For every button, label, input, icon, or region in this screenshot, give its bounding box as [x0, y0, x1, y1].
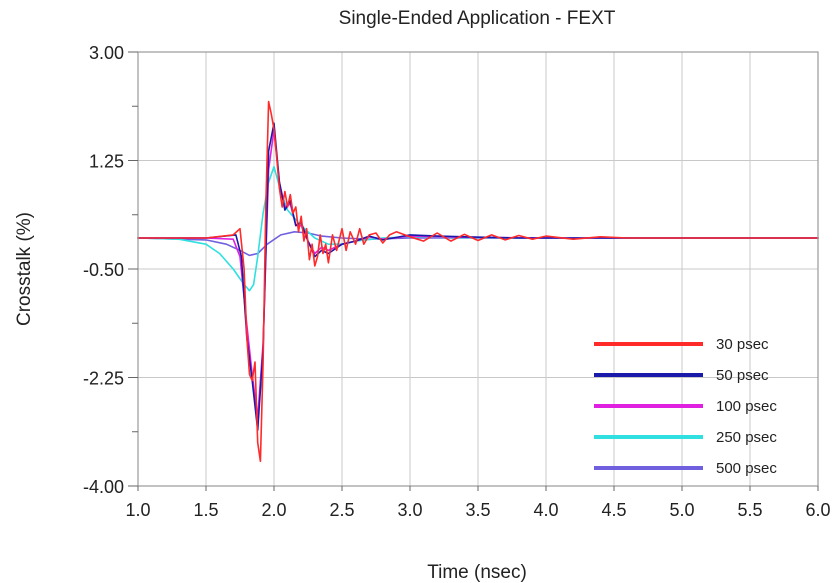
series-group [137, 100, 819, 462]
legend-label: 500 psec [716, 460, 777, 477]
y-tick-label: 3.00 [89, 43, 124, 63]
legend-label: 250 psec [716, 429, 777, 446]
x-tick-label: 4.0 [533, 500, 558, 520]
x-tick-label: 3.5 [465, 500, 490, 520]
x-tick-label: 5.0 [669, 500, 694, 520]
y-tick-label: -2.25 [83, 369, 124, 389]
y-tick-label: -0.50 [83, 260, 124, 280]
x-axis: 1.0 1.5 2.0 2.5 3.0 3.5 4.0 4.5 5.0 5.5 6.0 [125, 486, 831, 520]
legend: 30 psec 50 psec 100 psec 250 psec 500 psec [594, 336, 777, 477]
chart-title: Single-Ended Application - FEXT [339, 8, 616, 29]
y-axis: 3.00 1.25 -0.50 -2.25 -4.00 [83, 43, 138, 497]
x-axis-label: Time (nsec) [427, 562, 527, 583]
series-line-30-psec [137, 100, 819, 462]
legend-label: 50 psec [716, 367, 769, 384]
x-tick-label: 5.5 [737, 500, 762, 520]
series-line-100-psec [137, 128, 819, 419]
x-tick-label: 4.5 [601, 500, 626, 520]
x-tick-label: 2.5 [329, 500, 354, 520]
x-tick-label: 1.5 [193, 500, 218, 520]
x-tick-label: 3.0 [397, 500, 422, 520]
legend-label: 100 psec [716, 398, 777, 415]
x-tick-label: 1.0 [125, 500, 150, 520]
x-tick-label: 6.0 [805, 500, 830, 520]
grid [137, 51, 819, 487]
y-tick-label: 1.25 [89, 152, 124, 172]
y-tick-label: -4.00 [83, 477, 124, 497]
y-axis-label: Crosstalk (%) [14, 212, 35, 326]
x-tick-label: 2.0 [261, 500, 286, 520]
legend-label: 30 psec [716, 336, 769, 353]
